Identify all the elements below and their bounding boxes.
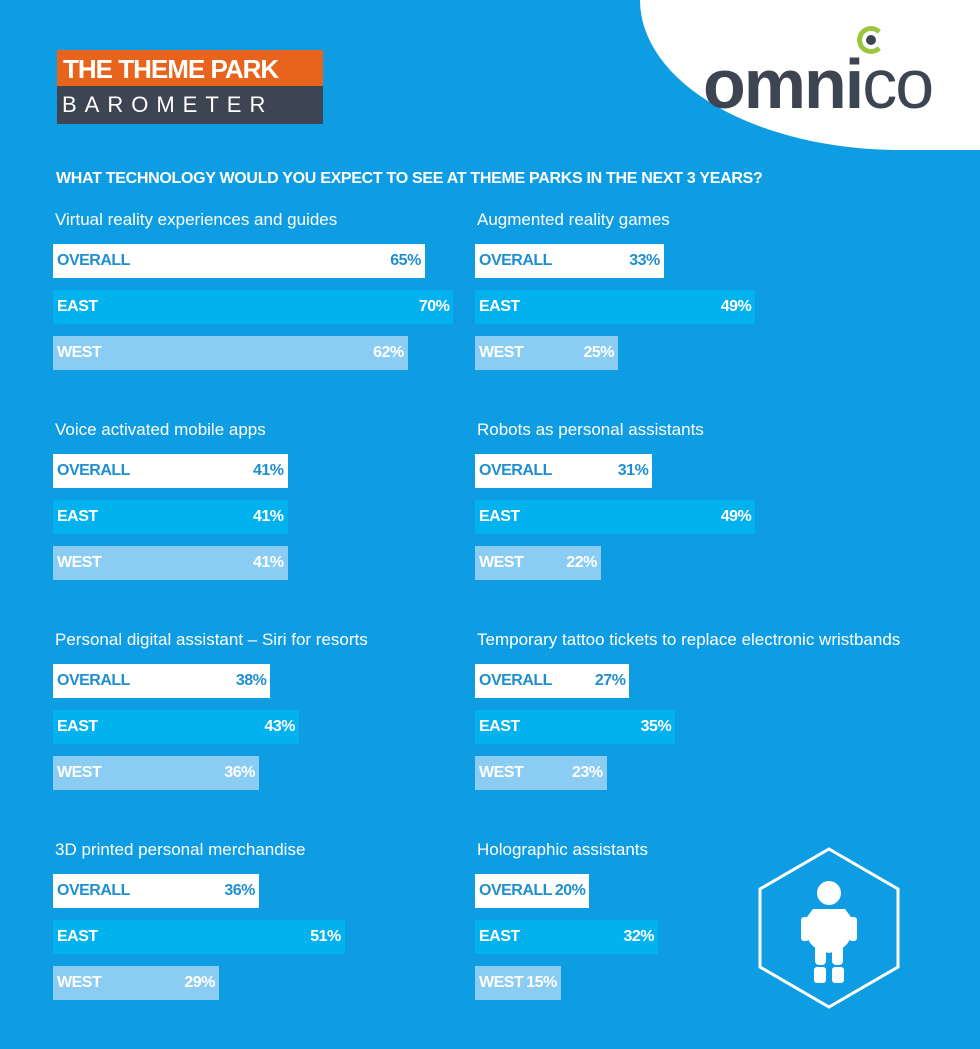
bar-value: 31% [617, 462, 649, 479]
bar-group: Holographic assistants OVERALL 20% EAST 32% W… [475, 840, 915, 1012]
bar-value: 27% [594, 672, 626, 689]
bar-overall: OVERALL 65% [53, 244, 425, 278]
bar-value: 23% [572, 764, 603, 781]
group-title: Temporary tattoo tickets to replace elec… [477, 630, 901, 649]
bar-label: WEST [57, 974, 102, 991]
bar-label: OVERALL [479, 882, 552, 899]
group-title: Virtual reality experiences and guides [55, 210, 338, 229]
bar-value: 62% [373, 344, 404, 361]
bar-group: Virtual reality experiences and guides OV… [53, 210, 493, 382]
theme-park-barometer-logo: THE THEME PARK BAROMETER [57, 50, 323, 124]
brand-line-2: BAROMETER [57, 86, 323, 124]
bar-east: EAST 49% [475, 290, 756, 324]
bar-value: 22% [566, 554, 597, 571]
bar-value: 36% [224, 764, 255, 781]
bar-value: 43% [264, 718, 295, 735]
bar-value: 38% [235, 672, 267, 689]
bar-east: EAST 35% [475, 710, 676, 744]
bar-east: EAST 51% [53, 920, 345, 954]
bar-group: Voice activated mobile apps OVERALL 41% EAS… [53, 420, 493, 592]
group-title: Augmented reality games [477, 210, 670, 229]
bar-overall: OVERALL 20% [475, 874, 590, 908]
bar-east: EAST 43% [53, 710, 299, 744]
bar-label: EAST [57, 508, 98, 525]
bar-label: OVERALL [57, 252, 130, 269]
omnico-logo: omnico [703, 44, 934, 124]
bar-overall: OVERALL 27% [475, 664, 630, 698]
bar-east: EAST 70% [53, 290, 454, 324]
robot-in-hexagon-icon [758, 847, 900, 1009]
bar-value: 25% [583, 344, 614, 361]
bar-label: OVERALL [479, 252, 552, 269]
omnico-dot-icon [857, 26, 885, 54]
bar-label: OVERALL [57, 462, 130, 479]
bar-overall: OVERALL 33% [475, 244, 664, 278]
group-title: Personal digital assistant – Siri for re… [55, 630, 368, 649]
bar-label: WEST [479, 344, 524, 361]
bar-west: WEST 41% [53, 546, 288, 580]
bar-label: WEST [479, 974, 524, 991]
bar-west: WEST 62% [53, 336, 408, 370]
bar-overall: OVERALL 41% [53, 454, 288, 488]
bar-label: OVERALL [479, 462, 552, 479]
bar-west: WEST 22% [475, 546, 601, 580]
group-title: Voice activated mobile apps [55, 420, 266, 439]
bar-value: 32% [623, 928, 655, 945]
bar-label: EAST [57, 718, 98, 735]
bar-west: WEST 23% [475, 756, 607, 790]
bar-group: 3D printed personal merchandise OVERALL 36… [53, 840, 493, 1012]
group-title: Robots as personal assistants [477, 420, 704, 439]
bar-east: EAST 41% [53, 500, 288, 534]
bar-value: 41% [252, 554, 284, 571]
bar-label: WEST [479, 554, 524, 571]
bar-value: 15% [526, 974, 557, 991]
bar-overall: OVERALL 31% [475, 454, 653, 488]
bar-value: 51% [310, 928, 341, 945]
bar-label: OVERALL [479, 672, 552, 689]
bar-value: 33% [629, 252, 660, 269]
bar-west: WEST 25% [475, 336, 618, 370]
bar-value: 65% [390, 252, 421, 269]
bar-group: Personal digital assistant – Siri for re… [53, 630, 493, 802]
bar-label: OVERALL [57, 882, 130, 899]
bar-value: 35% [640, 718, 672, 735]
bar-label: EAST [479, 718, 520, 735]
bar-east: EAST 49% [475, 500, 756, 534]
bar-label: EAST [57, 298, 98, 315]
logo-main: omni [703, 45, 864, 123]
group-title: 3D printed personal merchandise [55, 840, 306, 859]
bar-overall: OVERALL 38% [53, 664, 271, 698]
bar-label: WEST [57, 764, 102, 781]
group-title: Holographic assistants [477, 840, 649, 859]
brand-line-1: THE THEME PARK [57, 50, 323, 86]
bar-value: 29% [184, 974, 215, 991]
bar-west: WEST 15% [475, 966, 561, 1000]
bar-label: WEST [57, 344, 102, 361]
bar-label: EAST [479, 508, 520, 525]
bar-label: EAST [479, 928, 520, 945]
bar-east: EAST 32% [475, 920, 659, 954]
chart-title: WHAT TECHNOLOGY WOULD YOU EXPECT TO SEE … [56, 170, 763, 187]
bar-west: WEST 36% [53, 756, 259, 790]
bar-group: Temporary tattoo tickets to replace elec… [475, 630, 915, 802]
bar-value: 41% [252, 508, 284, 525]
bar-value: 70% [418, 298, 450, 315]
bar-label: EAST [57, 928, 98, 945]
bar-value: 49% [720, 298, 752, 315]
bar-label: OVERALL [57, 672, 130, 689]
bar-label: WEST [57, 554, 102, 571]
logo-tail: co [862, 45, 934, 123]
bar-west: WEST 29% [53, 966, 219, 1000]
bar-label: EAST [479, 298, 520, 315]
bar-group: Augmented reality games OVERALL 33% EAST 49%… [475, 210, 915, 382]
bar-overall: OVERALL 36% [53, 874, 259, 908]
bar-group: Robots as personal assistants OVERALL 31% E… [475, 420, 915, 592]
bar-value: 49% [720, 508, 752, 525]
bar-value: 41% [252, 462, 284, 479]
bar-value: 36% [224, 882, 255, 899]
bar-label: WEST [479, 764, 524, 781]
bar-value: 20% [554, 882, 586, 899]
